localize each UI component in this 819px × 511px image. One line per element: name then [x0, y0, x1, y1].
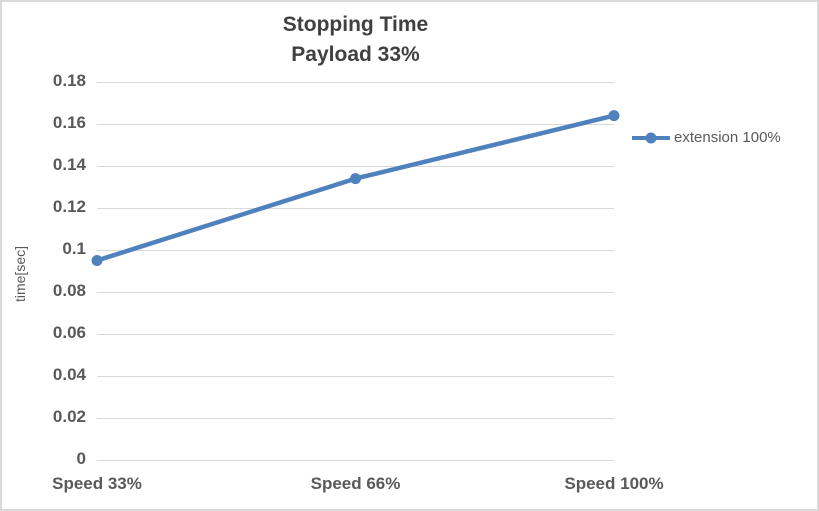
- legend-dot: [645, 132, 657, 143]
- legend-series-label: extension 100%: [674, 129, 781, 146]
- y-tick-label: 0.06: [52, 323, 86, 342]
- gridline: [97, 207, 614, 209]
- legend: extension 100%: [632, 129, 781, 146]
- y-tick-label: 0.02: [52, 407, 86, 426]
- y-tick-label: 0.04: [52, 365, 86, 384]
- gridline: [97, 123, 614, 125]
- y-tick-label: 0.12: [52, 197, 86, 216]
- chart-title-line1: Stopping Time: [282, 13, 429, 36]
- x-tick-label: Speed 66%: [310, 474, 401, 493]
- y-tick-label: 0: [76, 449, 86, 468]
- gridline: [97, 165, 614, 167]
- y-tick-label: 0.1: [62, 239, 86, 258]
- data-point-marker: [350, 173, 361, 185]
- gridline: [97, 81, 614, 83]
- x-tick-label: Speed 33%: [52, 474, 142, 493]
- y-tick-label: 0.08: [52, 281, 86, 300]
- gridline: [97, 249, 614, 251]
- y-tick-label: 0.16: [52, 113, 86, 132]
- chart-title-line2: Payload 33%: [291, 43, 420, 67]
- series-line: [94, 113, 617, 263]
- data-point-marker: [608, 110, 620, 122]
- gridline: [97, 417, 614, 419]
- y-tick-label: 0.14: [52, 155, 86, 174]
- legend-line-marker-icon: [632, 132, 670, 143]
- gridline: [97, 291, 614, 293]
- y-tick-label: 0.18: [52, 71, 86, 90]
- plot-area: [91, 81, 620, 461]
- series-line-chart: [91, 110, 620, 266]
- gridline: [97, 375, 614, 377]
- x-tick-label: Speed 100%: [564, 474, 664, 493]
- gridline: [97, 333, 614, 335]
- gridline: [97, 459, 614, 461]
- chart-title: Stopping Time Payload 33%: [97, 10, 614, 71]
- data-point-marker: [91, 255, 103, 266]
